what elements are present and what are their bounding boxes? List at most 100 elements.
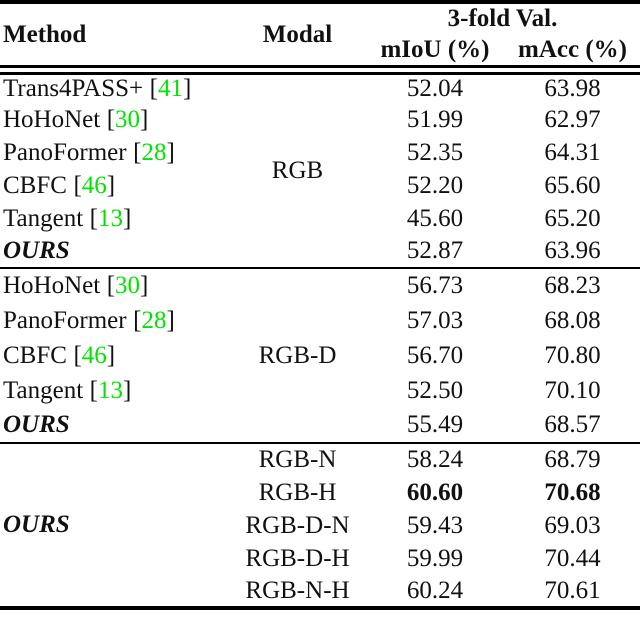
method-name: HoHoNet [3,105,101,133]
citation-close-bracket: ] [123,204,132,232]
col-header-method: Method [0,2,230,75]
miou-cell: 56.73 [365,267,505,303]
method-name: Tangent [3,376,84,404]
macc-cell: 68.79 [505,442,640,476]
header-row-2: mIoU (%) mAcc (%) [0,34,640,75]
citation-open-bracket: [ [89,204,98,232]
miou-cell: 52.04 [406,75,464,102]
macc-cell: 63.96 [544,237,601,264]
method-cell-ours: OURS [3,411,70,438]
table-row: RGB-D-N 59.43 69.03 [0,509,640,542]
table-row: Trans4PASS+ [41] RGB 52.04 63.98 [0,70,640,184]
citation-close-bracket: ] [166,138,175,166]
method-cell: CBFC [46] [0,338,230,373]
citation-number[interactable]: 28 [141,306,167,334]
miou-cell: 52.20 [406,171,464,199]
macc-cell: 70.10 [544,376,601,404]
miou-cell: 58.24 [365,442,505,476]
results-table: Method Modal 3-fold Val. mIoU (%) mAcc (… [0,0,640,610]
method-name: CBFC [3,341,67,369]
method-cell: Trans4PASS+ [41] [0,70,230,103]
citation-close-bracket: ] [106,171,116,199]
citation-number[interactable]: 28 [141,138,167,166]
table-row: CBFC [46] 52.20 65.60 [0,169,640,202]
method-cell-ours: OURS [3,237,70,264]
paper-table-figure: Method Modal 3-fold Val. mIoU (%) mAcc (… [0,0,640,610]
method-cell: PanoFormer [28] [0,303,230,338]
citation-close-bracket: ] [140,105,149,133]
table-row: OURS RGB-N 58.24 68.79 [0,442,640,608]
macc-cell: 70.80 [544,341,601,369]
macc-cell: 70.61 [544,576,601,604]
modal-cell: RGB-D-N [245,511,350,539]
macc-cell: 68.08 [544,306,601,334]
miou-cell: 52.35 [406,138,464,166]
table-row: CBFC [46] 56.70 70.80 [0,338,640,373]
miou-cell: 51.99 [406,105,464,133]
table-row: Tangent [13] 52.50 70.10 [0,373,640,408]
col-header-miou: mIoU (%) [365,34,505,75]
table-row: PanoFormer [28] 57.03 68.08 [0,303,640,338]
citation-open-bracket: [ [106,272,116,299]
method-name: PanoFormer [3,138,127,166]
macc-cell: 69.03 [544,511,601,539]
citation-number[interactable]: 41 [157,75,183,102]
citation-open-bracket: [ [73,341,82,369]
header-row-1: Method Modal 3-fold Val. [0,2,640,75]
citation-open-bracket: [ [133,138,142,166]
modal-cell: RGB-N-H [245,576,350,604]
macc-cell: 68.57 [544,411,601,438]
citation-number[interactable]: 30 [115,272,141,299]
citation-open-bracket: [ [133,306,142,334]
table-row: RGB-D-H 59.99 70.44 [0,542,640,575]
miou-cell: 59.99 [406,544,464,572]
macc-cell: 65.20 [544,204,601,232]
method-name: HoHoNet [3,272,101,299]
col-header-macc: mAcc (%) [505,34,640,75]
miou-cell-best: 60.60 [406,478,464,506]
macc-cell-best: 70.68 [544,478,601,506]
macc-cell: 70.44 [544,544,601,572]
miou-cell: 52.87 [406,237,464,264]
method-cell-ours: OURS [0,442,230,608]
table-row: HoHoNet [30] 51.99 62.97 [0,103,640,136]
miou-cell: 60.24 [406,576,464,604]
modal-cell: RGB-D-H [245,544,350,572]
macc-cell: 65.60 [544,171,601,199]
method-cell: HoHoNet [30] [0,103,230,136]
method-cell: CBFC [46] [0,169,230,202]
method-name: CBFC [3,171,67,199]
col-header-modal: Modal [230,2,365,75]
citation-number[interactable]: 13 [98,376,123,404]
modal-cell: RGB-N [230,442,365,476]
miou-cell: 55.49 [406,411,464,438]
miou-cell: 45.60 [406,204,464,232]
method-name: Tangent [3,204,84,232]
citation-open-bracket: [ [106,105,116,133]
macc-cell: 64.31 [544,138,601,166]
table-row: PanoFormer [28] 52.35 64.31 [0,136,640,169]
citation-number[interactable]: 46 [81,341,107,369]
citation-open-bracket: [ [73,171,82,199]
citation-number[interactable]: 13 [98,204,123,232]
modal-cell-rgb-d: RGB-D [230,267,365,443]
table-row: Tangent [13] 45.60 65.20 [0,202,640,235]
citation-close-bracket: ] [140,272,149,299]
citation-number[interactable]: 46 [81,171,107,199]
table-row: OURS 55.49 68.57 [0,408,640,443]
table-row: RGB-N-H 60.24 70.61 [0,575,640,608]
method-cell: HoHoNet [30] [0,267,230,303]
citation-close-bracket: ] [106,341,116,369]
modal-cell: RGB-H [258,478,337,506]
col-header-group-3fold-val: 3-fold Val. [447,5,558,32]
citation-close-bracket: ] [123,376,132,404]
macc-cell: 62.97 [544,105,601,133]
citation-close-bracket: ] [166,306,175,334]
macc-cell: 68.23 [505,267,640,303]
miou-cell: 52.50 [406,376,464,404]
method-name: Trans4PASS+ [3,75,144,102]
method-cell: PanoFormer [28] [0,136,230,169]
citation-number[interactable]: 30 [115,105,141,133]
citation-close-bracket: ] [182,75,192,102]
modal-cell-rgb: RGB [271,157,324,184]
